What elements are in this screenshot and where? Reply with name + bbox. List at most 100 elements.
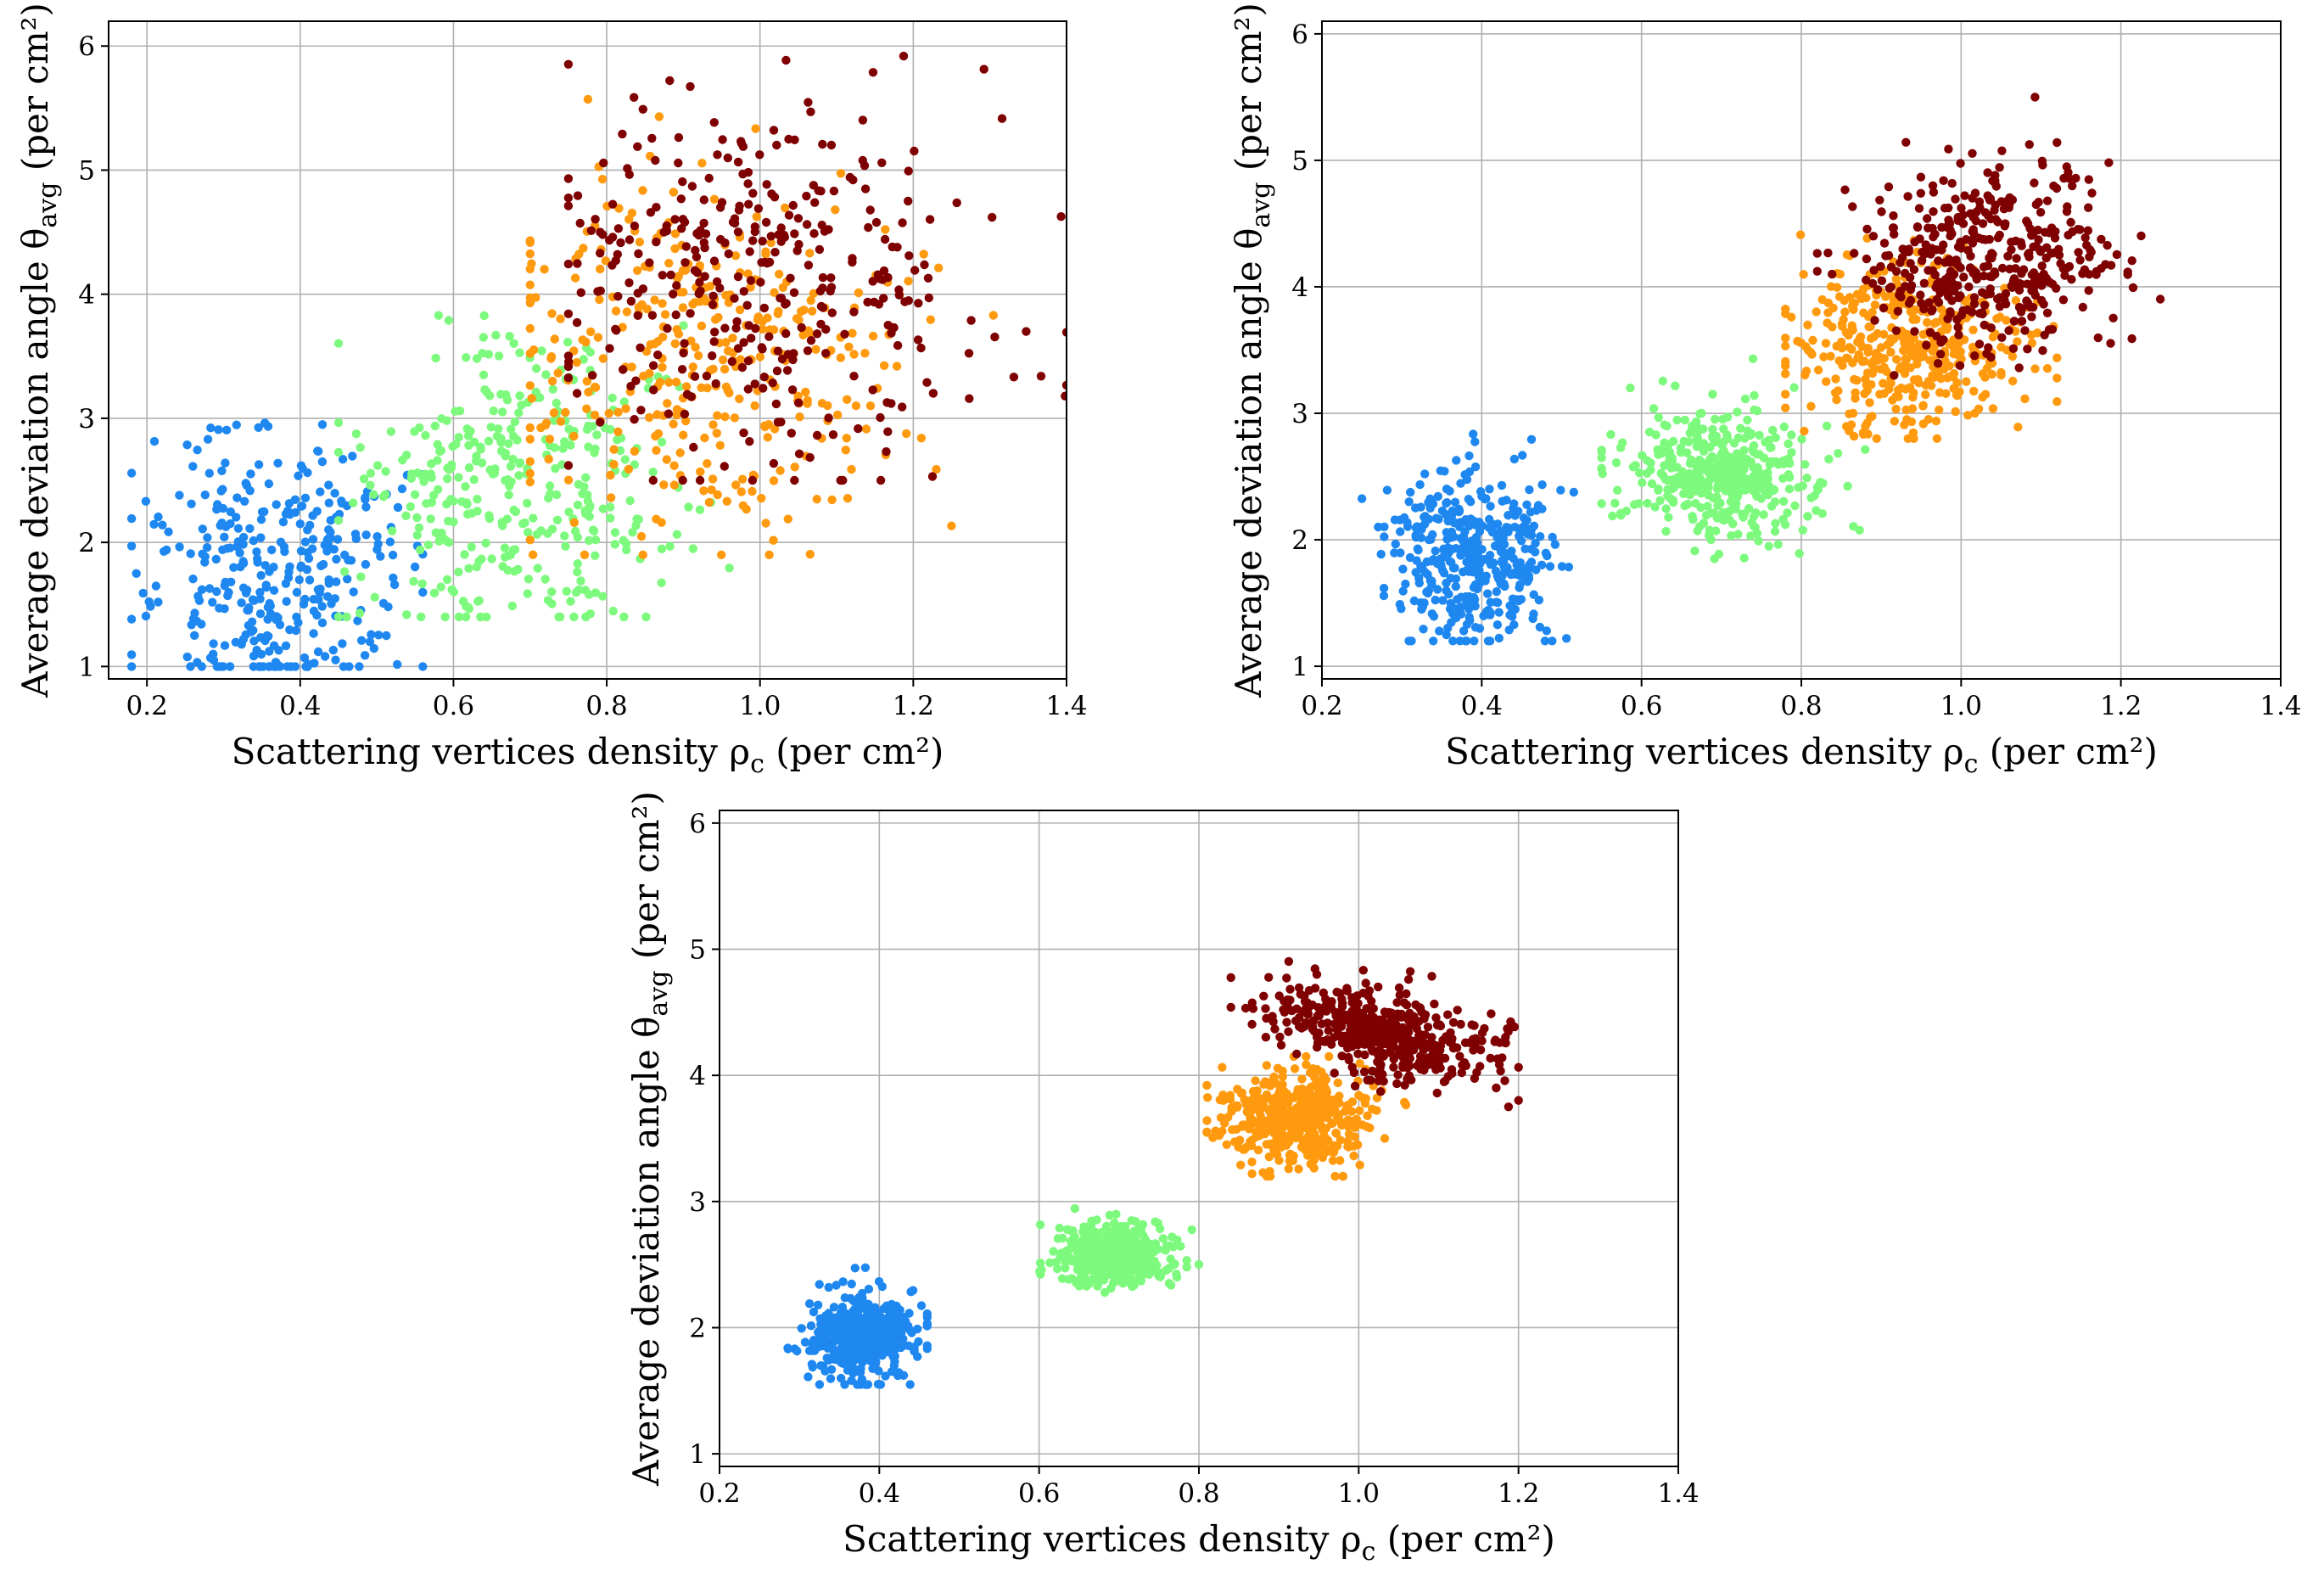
data-point bbox=[1515, 583, 1524, 592]
data-point bbox=[648, 475, 658, 485]
data-point bbox=[854, 288, 864, 298]
data-point bbox=[584, 387, 593, 397]
data-point bbox=[482, 612, 491, 622]
data-point bbox=[624, 278, 634, 288]
data-point bbox=[2034, 198, 2043, 207]
data-point bbox=[232, 542, 242, 552]
axes-frame bbox=[108, 20, 1067, 680]
data-point bbox=[755, 150, 764, 160]
data-point bbox=[1944, 255, 1954, 264]
data-point bbox=[562, 586, 571, 596]
data-point bbox=[1436, 466, 1446, 475]
data-point bbox=[299, 599, 309, 609]
data-point bbox=[1331, 1129, 1341, 1138]
data-point bbox=[1699, 424, 1708, 434]
data-point bbox=[329, 545, 339, 554]
data-point bbox=[2020, 326, 2030, 335]
data-point bbox=[851, 401, 861, 411]
data-point bbox=[868, 1364, 877, 1374]
data-point bbox=[1515, 531, 1524, 541]
data-point bbox=[1414, 574, 1424, 583]
data-point bbox=[1697, 489, 1706, 498]
data-point bbox=[1798, 525, 1807, 535]
data-point bbox=[510, 417, 520, 427]
data-point bbox=[1456, 1019, 1465, 1029]
data-point bbox=[444, 316, 453, 325]
data-point bbox=[1449, 532, 1459, 541]
data-point bbox=[431, 353, 440, 363]
data-point bbox=[1765, 460, 1774, 469]
data-point bbox=[737, 362, 748, 373]
data-point bbox=[561, 541, 570, 551]
data-point bbox=[1465, 615, 1475, 625]
data-point bbox=[1823, 248, 1833, 258]
data-point bbox=[2014, 285, 2024, 295]
data-point bbox=[904, 1341, 914, 1351]
data-point bbox=[1268, 1012, 1277, 1021]
data-point bbox=[1872, 351, 1881, 361]
data-point bbox=[1740, 394, 1750, 404]
data-point bbox=[305, 575, 315, 585]
data-point bbox=[635, 238, 645, 247]
data-point bbox=[605, 235, 614, 245]
data-point bbox=[188, 575, 198, 584]
data-point bbox=[686, 336, 696, 345]
data-point bbox=[316, 561, 326, 570]
data-point bbox=[1342, 986, 1352, 996]
data-point bbox=[893, 340, 903, 350]
data-point bbox=[692, 252, 702, 261]
data-point bbox=[1861, 445, 1870, 454]
data-point bbox=[423, 472, 433, 481]
data-point bbox=[1926, 249, 1935, 259]
data-point bbox=[428, 491, 439, 500]
data-point bbox=[1289, 1152, 1298, 1161]
data-point bbox=[1518, 451, 1527, 460]
data-point bbox=[1830, 388, 1840, 397]
data-point bbox=[1285, 984, 1295, 994]
data-point bbox=[877, 1326, 888, 1335]
data-point bbox=[1306, 1068, 1315, 1078]
data-point bbox=[725, 563, 734, 573]
data-point bbox=[442, 536, 452, 547]
data-point bbox=[2038, 345, 2047, 356]
data-point bbox=[291, 625, 300, 636]
data-point bbox=[563, 174, 574, 183]
data-point bbox=[2009, 317, 2019, 326]
data-point bbox=[770, 424, 780, 434]
data-point bbox=[1151, 1217, 1160, 1226]
data-point bbox=[1921, 390, 1930, 400]
data-point bbox=[776, 294, 787, 303]
data-point bbox=[1448, 517, 1458, 526]
data-point bbox=[1453, 1006, 1462, 1015]
data-point bbox=[1679, 489, 1688, 498]
data-point bbox=[1252, 1086, 1262, 1096]
data-point bbox=[402, 610, 412, 620]
data-point bbox=[1514, 1096, 1523, 1105]
data-point bbox=[1944, 144, 1953, 154]
data-point bbox=[563, 461, 574, 470]
data-point bbox=[1802, 474, 1812, 483]
data-point bbox=[1934, 298, 1944, 307]
data-point bbox=[564, 357, 574, 367]
data-point bbox=[552, 515, 563, 524]
data-point bbox=[720, 323, 730, 333]
data-point bbox=[1360, 1050, 1369, 1060]
data-point bbox=[867, 1303, 876, 1313]
data-point bbox=[598, 230, 608, 239]
data-point bbox=[2123, 267, 2132, 277]
data-point bbox=[1411, 532, 1421, 542]
data-point bbox=[865, 1324, 875, 1334]
data-point bbox=[613, 407, 623, 417]
data-point bbox=[609, 460, 619, 469]
data-point bbox=[2008, 344, 2019, 353]
data-point bbox=[1870, 316, 1879, 325]
data-point bbox=[1336, 1156, 1345, 1165]
data-point bbox=[1901, 282, 1910, 291]
data-point bbox=[494, 351, 504, 361]
data-point bbox=[783, 514, 792, 524]
data-point bbox=[1367, 996, 1376, 1006]
data-point bbox=[1246, 1141, 1257, 1151]
data-point bbox=[1265, 1167, 1274, 1176]
data-point bbox=[550, 416, 559, 425]
